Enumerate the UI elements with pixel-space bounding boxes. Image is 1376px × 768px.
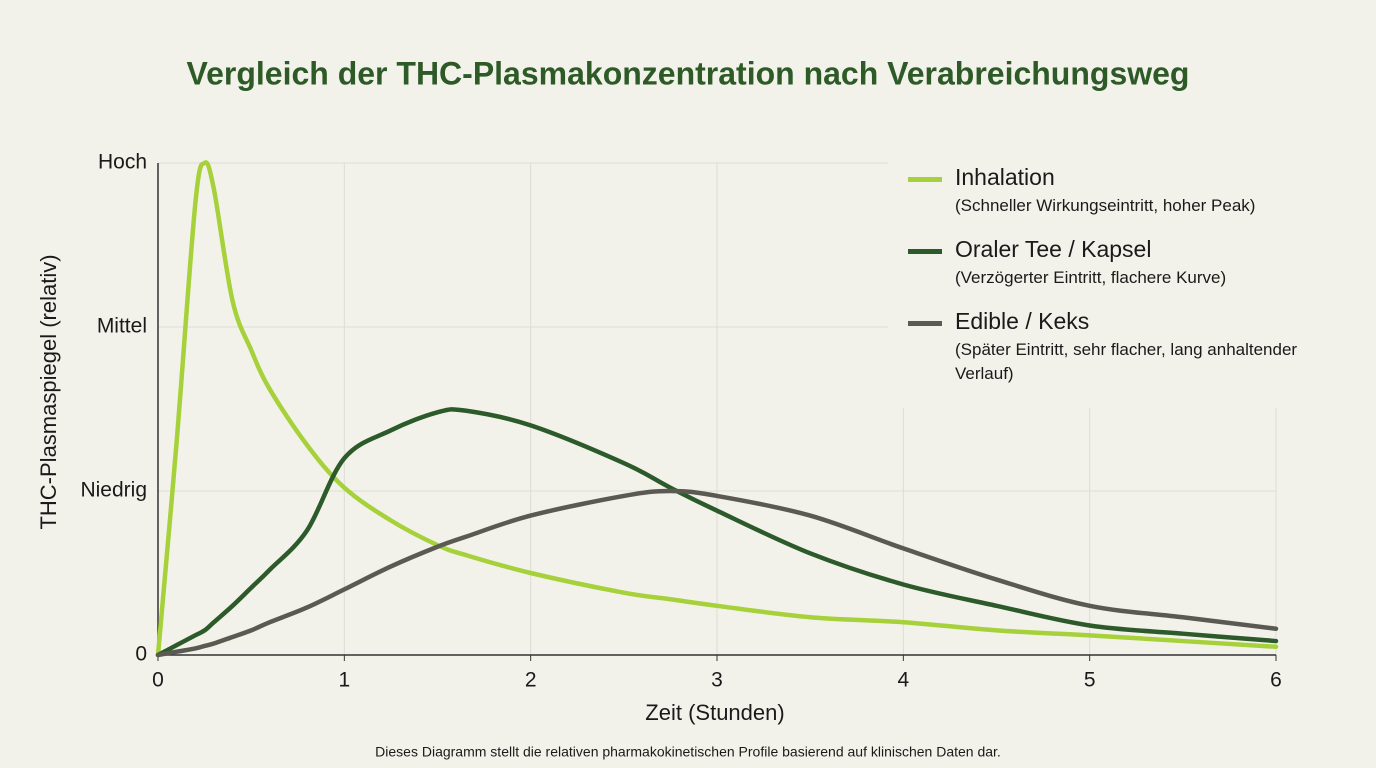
legend-item: Inhalation (Schneller Wirkungseintritt, h…: [900, 160, 1360, 218]
footnote: Dieses Diagramm stellt die relativen pha…: [375, 744, 1001, 760]
legend-swatch: [908, 249, 942, 254]
legend-description: (Später Eintritt, sehr flacher, lang anh…: [955, 340, 1298, 383]
line-series: [155, 407, 1279, 658]
legend-item: Oraler Tee / Kapsel (Verzögerter Eintritt…: [900, 232, 1360, 290]
legend-label: Oraler Tee / Kapsel: [955, 236, 1152, 262]
y-axis-label: THC-Plasmaspiegel (relativ): [36, 254, 61, 529]
line-series: [155, 488, 1279, 658]
legend: Inhalation (Schneller Wirkungseintritt, h…: [900, 160, 1360, 400]
y-tick-label: Mittel: [97, 315, 147, 338]
x-tick-label: 3: [711, 669, 723, 692]
legend-item: Edible / Keks (Später Eintritt, sehr flac…: [900, 304, 1360, 386]
line-series: [155, 160, 1279, 658]
x-tick-label: 0: [152, 669, 164, 692]
legend-swatch: [908, 321, 942, 326]
legend-description: (Schneller Wirkungseintritt, hoher Peak): [955, 196, 1256, 215]
legend-description: (Verzögerter Eintritt, flachere Kurve): [955, 268, 1227, 287]
legend-label: Edible / Keks: [955, 308, 1090, 334]
chart-title: Vergleich der THC-Plasmakonzentration na…: [187, 55, 1190, 91]
x-axis-label: Zeit (Stunden): [645, 700, 784, 725]
x-tick-label: 6: [1270, 669, 1282, 692]
x-tick-label: 1: [338, 669, 350, 692]
y-tick-label: Hoch: [98, 151, 147, 174]
y-tick-label: Niedrig: [80, 479, 147, 502]
x-tick-label: 4: [897, 669, 909, 692]
legend-background: [888, 150, 1376, 408]
legend-label: Inhalation: [955, 164, 1055, 190]
x-tick-label: 2: [525, 669, 537, 692]
y-tick-label: 0: [135, 643, 147, 666]
legend-swatch: [908, 177, 942, 182]
x-tick-label: 5: [1084, 669, 1096, 692]
